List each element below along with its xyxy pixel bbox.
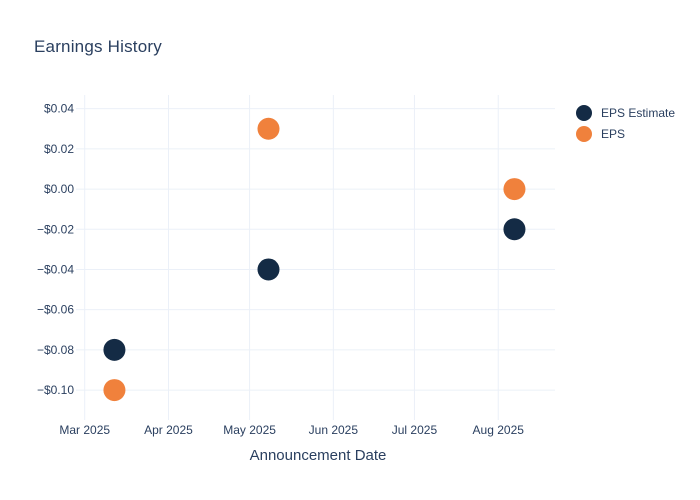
x-tick-label: Aug 2025 (473, 423, 525, 437)
x-axis-title: Announcement Date (249, 447, 387, 464)
legend-label: EPS (601, 127, 626, 141)
y-tick-label: −$0.08 (37, 343, 74, 357)
x-tick-label: May 2025 (223, 423, 276, 437)
legend-label: EPS Estimate (601, 106, 676, 120)
data-point-eps[interactable] (257, 117, 280, 140)
y-tick-label: $0.04 (44, 102, 74, 116)
data-point-eps-estimate[interactable] (503, 218, 526, 241)
legend-item-eps-estimate[interactable]: EPS Estimate (576, 105, 675, 121)
x-tick-label: Jul 2025 (392, 423, 438, 437)
eps-circle-marker-icon (576, 126, 592, 142)
x-tick-label: Jun 2025 (309, 423, 359, 437)
y-tick-label: −$0.10 (37, 383, 74, 397)
legend: EPS Estimate EPS (576, 105, 675, 147)
data-point-eps-estimate[interactable] (257, 258, 280, 281)
x-tick-label: Mar 2025 (59, 423, 110, 437)
y-tick-label: −$0.04 (37, 262, 74, 276)
eps-estimate-circle-marker-icon (576, 105, 592, 121)
data-point-eps[interactable] (103, 379, 126, 402)
data-point-eps[interactable] (503, 178, 526, 201)
data-point-eps-estimate[interactable] (103, 338, 126, 361)
chart-title: Earnings History (34, 37, 162, 56)
y-tick-label: $0.02 (44, 142, 74, 156)
y-tick-label: −$0.02 (37, 222, 74, 236)
y-tick-label: −$0.06 (37, 303, 74, 317)
y-tick-label: $0.00 (44, 182, 74, 196)
legend-item-eps[interactable]: EPS (576, 126, 675, 142)
x-tick-label: Apr 2025 (144, 423, 193, 437)
